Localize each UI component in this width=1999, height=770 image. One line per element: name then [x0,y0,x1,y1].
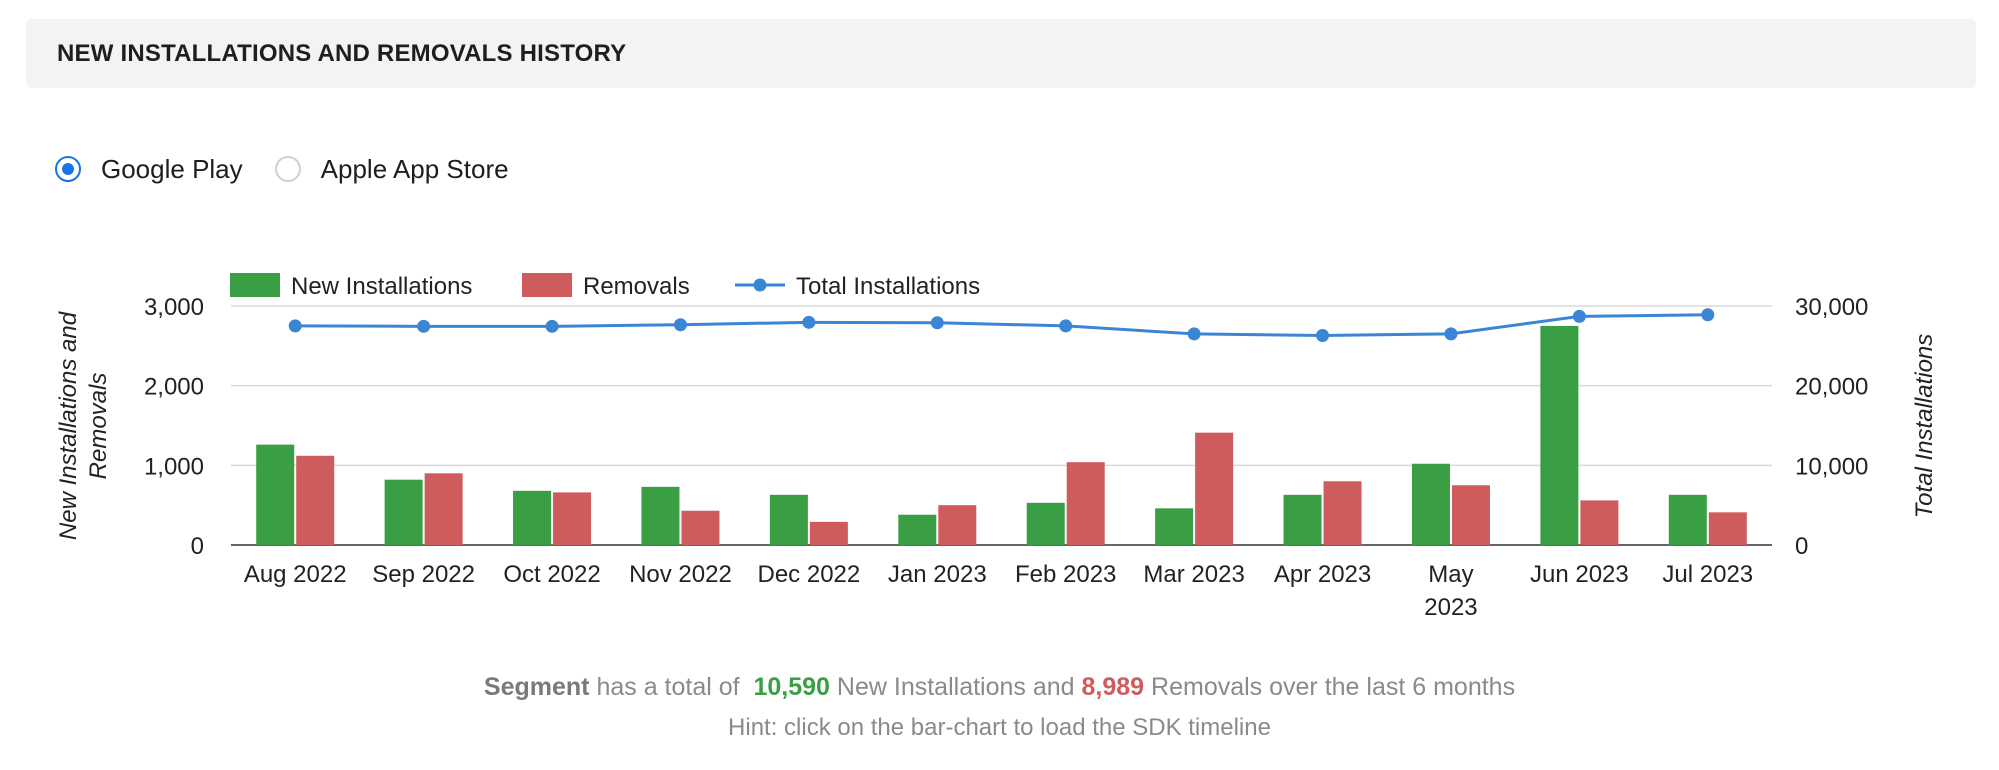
removals-bar [296,455,335,545]
y-tick-label: 3,000 [144,294,204,321]
new-installations-bar [769,494,808,545]
hint-text: Hint: click on the bar-chart to load the… [728,714,1271,741]
x-tick-label: Apr 2023 [1274,561,1371,588]
removals-bar [553,492,592,545]
chart-legend: New Installations Removals Total Installat… [230,273,980,300]
legend-swatch [230,273,280,297]
y2-tick-label: 10,000 [1795,453,1868,480]
x-tick-label: Jul 2023 [1662,561,1753,588]
removals-bar [681,510,720,545]
y2-tick-label: 0 [1795,533,1808,560]
removals-bar [809,521,848,545]
x-tick-label: May 2023 [1424,561,1477,621]
google-play-label: Google Play [101,153,243,184]
removals-bar [424,473,463,545]
x-tick-label: Nov 2022 [629,561,732,588]
x-tick-label: Dec 2022 [758,561,861,588]
total-installations-point [1187,327,1201,341]
x-tick-label: Sep 2022 [372,561,475,588]
removals-bar [938,505,977,545]
new-installations-bar [1540,325,1579,545]
x-tick-label: Jan 2023 [888,561,987,588]
new-installations-bar [513,490,552,545]
new-installations-bar [256,444,295,545]
apple-app-store-option[interactable]: Apple App Store [274,153,509,185]
summary-text-2: New Installations and [836,673,1075,701]
removals-bar [1708,512,1747,545]
total-installations-point [1444,327,1458,341]
apple-app-store-radio[interactable] [274,156,301,182]
legend-label: Removals [583,273,690,300]
removals-bar [1580,500,1619,545]
total-installations-point [802,315,816,329]
legend-label: New Installations [291,273,472,300]
total-installations-point [545,319,559,333]
y2-tick-label: 20,000 [1795,374,1868,401]
y-tick-label: 1,000 [144,453,204,480]
new-installations-total: 10,590 [753,673,830,701]
y-tick-label: 0 [191,533,204,560]
installations-chart[interactable]: 0 0 1,000 10,000 2,000 20,000 3,000 30,000 Aug 2… [0,250,1999,630]
summary-text: Segment has a total of 10,590 New Instal… [0,673,1999,702]
new-installations-bar [1668,494,1707,545]
total-installations-point [288,319,302,333]
store-selector: Google Play Apple App Store [55,149,541,189]
new-installations-bar [384,479,423,545]
panel-title: NEW INSTALLATIONS AND REMOVALS HISTORY [57,40,627,67]
new-installations-bar [1155,508,1194,545]
legend-removals: Removals [522,273,690,300]
legend-marker [753,278,767,292]
x-tick-label: Oct 2022 [503,561,600,588]
new-installations-bar [1411,463,1450,545]
summary-text-1: has a total of [596,673,740,701]
segment-name: Segment [483,673,590,701]
new-installations-bar [1026,502,1065,545]
removals-bar [1451,485,1490,545]
new-installations-bar [898,514,937,545]
removals-bar [1195,432,1234,545]
new-installations-bar [641,486,680,545]
total-installations-point [1701,308,1715,322]
legend-label: Total Installations [796,273,980,300]
total-installations-point [930,316,944,330]
x-tick-label: Mar 2023 [1143,561,1244,588]
total-installations-point [417,319,431,333]
total-installations-point [1316,328,1330,342]
x-tick-label: Jun 2023 [1530,561,1629,588]
total-installations-line [295,313,1708,337]
new-installations-bar [1283,494,1322,545]
removals-bar [1066,462,1105,545]
summary-text-3: Removals over the last 6 months [1151,673,1516,701]
legend-swatch [522,273,572,297]
x-tick-label: Feb 2023 [1015,561,1116,588]
apple-app-store-label: Apple App Store [320,153,509,184]
removals-total: 8,989 [1081,673,1145,701]
google-play-option[interactable]: Google Play [55,154,243,185]
y2-axis-label: Total Installations [1911,334,1938,519]
y2-tick-label: 30,000 [1795,294,1868,321]
y-tick-label: 2,000 [144,374,204,401]
total-installations-point [673,318,687,332]
legend-new-installations: New Installations [230,273,472,300]
google-play-radio[interactable] [55,156,81,182]
y-axis-label: New Installations and Removals [55,311,112,540]
removals-bar [1323,481,1362,545]
panel-header: NEW INSTALLATIONS AND REMOVALS HISTORY [26,19,1976,88]
total-installations-point [1572,309,1586,323]
total-installations-point [1059,319,1073,333]
x-tick-label: Aug 2022 [244,561,347,588]
legend-total-installations: Total Installations [735,273,980,300]
